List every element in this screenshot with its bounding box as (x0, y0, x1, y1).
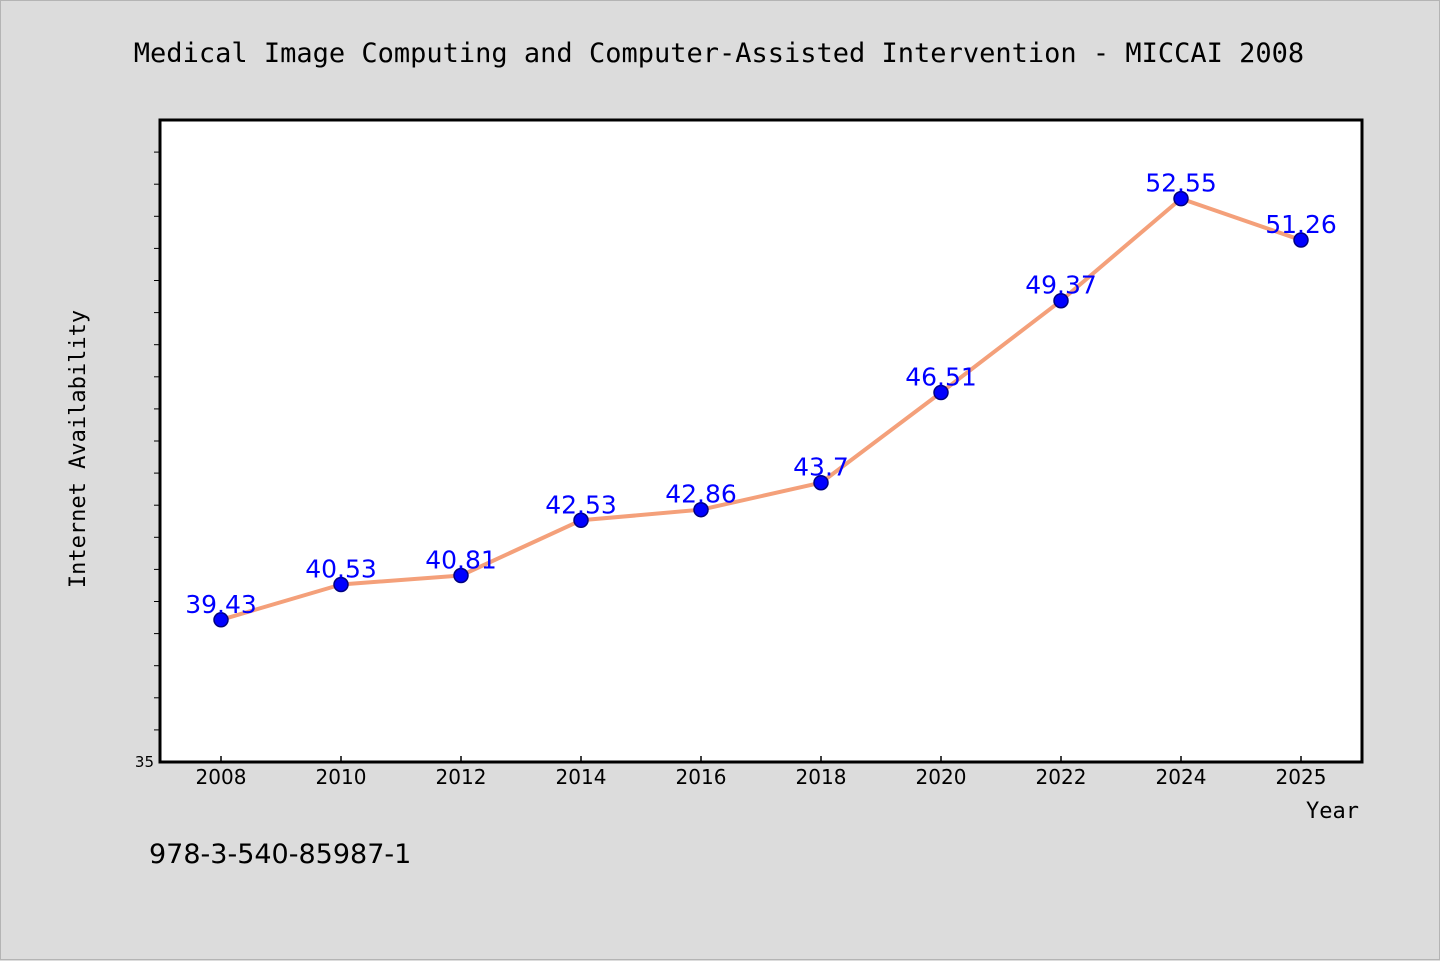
data-point (1293, 232, 1309, 248)
data-point (1173, 190, 1189, 207)
isbn-footer: 978-3-540-85987-1 (149, 839, 411, 870)
data-label: 43.7 (793, 453, 849, 482)
data-label: 46.51 (905, 363, 977, 392)
data-label: 51.26 (1265, 210, 1337, 239)
x-tick-label: 2008 (196, 765, 247, 789)
y-tick-label: 35 (135, 753, 154, 771)
data-label: 40.53 (305, 554, 377, 583)
x-axis-title: Year (1306, 799, 1359, 824)
y-axis-ticks: 35 (135, 151, 160, 771)
x-tick-label: 2018 (796, 765, 847, 789)
data-point (213, 612, 229, 628)
series-layer (213, 190, 1309, 628)
x-tick-label: 2014 (556, 765, 607, 789)
y-axis-title: Internet Availability (66, 310, 91, 588)
data-point (333, 576, 349, 593)
data-point (693, 501, 709, 518)
x-tick-label: 2012 (436, 765, 487, 789)
data-label: 39.43 (185, 590, 257, 619)
data-point (1053, 292, 1069, 309)
chart-title: Medical Image Computing and Computer-Ass… (134, 38, 1304, 69)
data-point (573, 512, 589, 529)
data-label: 42.53 (545, 490, 617, 519)
x-axis-ticks: 2008 2010 2012 2014 2016 2018 2020 2022 2024 2025 (196, 756, 1327, 789)
data-point (813, 474, 829, 491)
x-tick-label: 2010 (316, 765, 367, 789)
x-tick-label: 2022 (1036, 765, 1087, 789)
x-tick-label: 2025 (1276, 765, 1327, 789)
x-tick-label: 2024 (1156, 765, 1207, 789)
x-tick-label: 2020 (916, 765, 967, 789)
plot-area (158, 118, 1364, 764)
data-label: 52.55 (1145, 169, 1217, 198)
data-label: 49.37 (1025, 271, 1097, 300)
data-labels: 39.43 40.53 40.81 42.53 42.86 43.7 46.51 49.37 5… (185, 169, 1337, 619)
data-label: 42.86 (665, 480, 737, 509)
data-label: 40.81 (425, 545, 497, 574)
x-tick-label: 2016 (676, 765, 727, 789)
data-point (453, 567, 469, 584)
series-line (219, 196, 1303, 622)
data-point (933, 384, 949, 401)
